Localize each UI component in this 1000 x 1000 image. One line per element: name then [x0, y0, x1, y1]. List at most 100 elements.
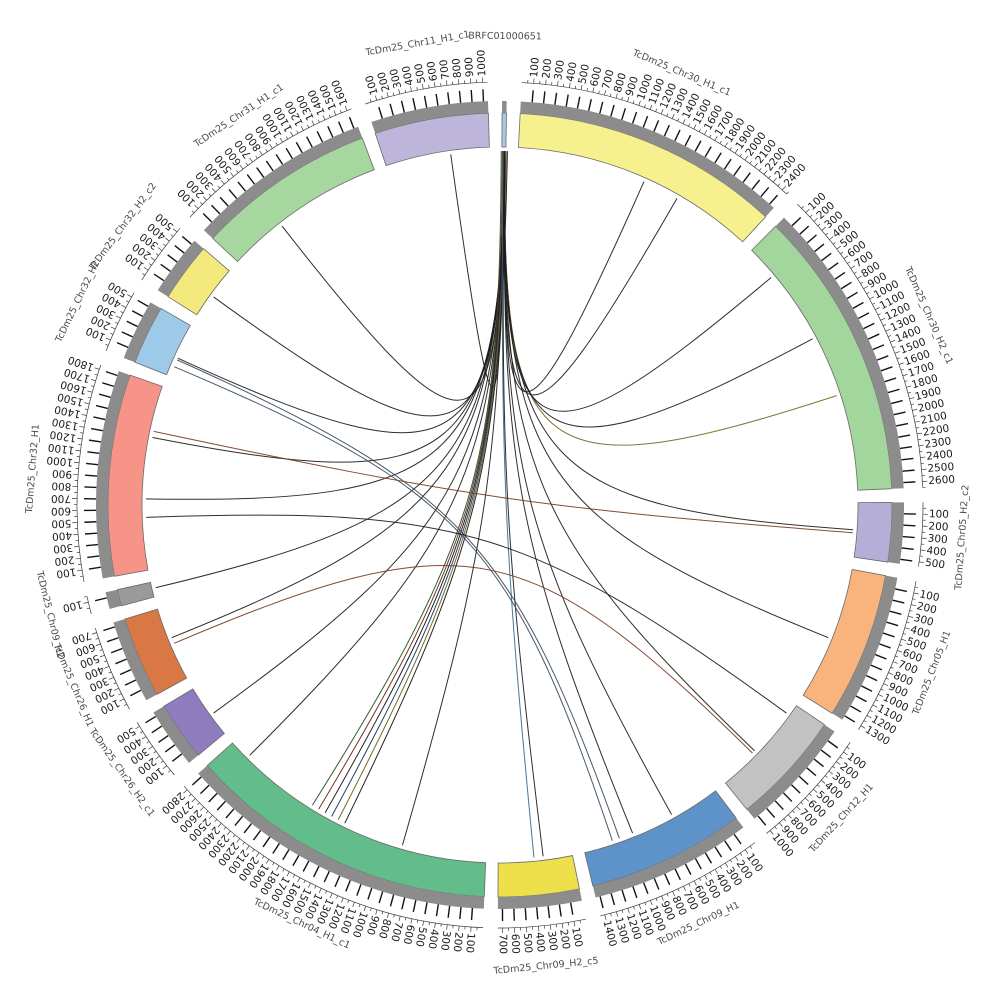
tick: [87, 555, 100, 559]
tick: [423, 95, 428, 108]
tick: [323, 870, 330, 883]
tick: [84, 486, 97, 489]
tick-label: 1000: [475, 49, 488, 76]
tick: [292, 855, 300, 867]
tick-label: 200: [54, 553, 75, 567]
tick-label: 1400: [53, 403, 82, 420]
axis-tick: [918, 444, 924, 447]
tick: [389, 894, 395, 907]
segment-band: [371, 101, 489, 134]
tick-label: 200: [376, 70, 393, 93]
axis-tick: [392, 92, 395, 96]
tick-label: 900: [364, 914, 381, 937]
axis-tick: [282, 868, 285, 872]
tick-label: 100: [918, 588, 940, 604]
tick: [872, 344, 885, 351]
axis-tick: [744, 849, 749, 854]
tick: [86, 462, 99, 466]
segment-axis: [141, 228, 181, 281]
tick-label: 1200: [49, 428, 77, 444]
segment-axis: [600, 842, 756, 917]
axis-tick: [655, 108, 658, 112]
axis-tick: [545, 79, 547, 85]
tick-label: 400: [400, 65, 416, 87]
axis-tick: [410, 86, 412, 92]
axis-tick: [615, 93, 618, 99]
tick: [115, 658, 127, 665]
segment-band: [113, 619, 157, 701]
axis-tick: [906, 621, 910, 624]
tick: [246, 174, 256, 185]
tick-label: 300: [438, 930, 452, 951]
tick-label: 900: [624, 75, 641, 98]
tick: [903, 524, 916, 527]
tick: [828, 262, 839, 271]
tick-label: 700: [497, 934, 509, 954]
axis-tick: [813, 788, 818, 793]
axis-tick: [843, 751, 848, 756]
axis-tick: [347, 899, 350, 903]
axis-tick: [804, 797, 810, 802]
axis-tick: [769, 830, 774, 835]
segment-band: [592, 817, 744, 898]
axis-tick: [79, 575, 84, 577]
tick: [256, 167, 265, 178]
axis-tick: [105, 337, 111, 341]
tick-label: 500: [924, 557, 945, 572]
axis-tick: [329, 893, 333, 899]
axis-tick: [902, 373, 908, 377]
axis-tick: [632, 100, 635, 104]
tick-label: 2400: [926, 448, 954, 463]
tick-label: 1000: [46, 454, 74, 469]
tick: [378, 106, 383, 119]
axis-tick: [672, 891, 675, 896]
axis-tick: [99, 649, 103, 651]
tick: [879, 643, 891, 649]
axis-tick: [604, 90, 607, 96]
axis-tick: [638, 100, 641, 106]
axis-tick: [272, 862, 275, 866]
axis-tick: [110, 326, 116, 330]
tick: [88, 439, 102, 443]
axis-tick: [142, 273, 146, 276]
tick: [610, 893, 616, 906]
tick: [766, 808, 776, 818]
axis-tick: [824, 775, 828, 778]
tick: [102, 382, 115, 388]
tick: [105, 370, 118, 377]
tick-label: 900: [52, 467, 73, 480]
tick: [899, 446, 912, 450]
tick: [632, 886, 638, 899]
axis-tick: [249, 157, 253, 163]
tick: [900, 558, 913, 562]
tick-label: 300: [53, 541, 74, 555]
axis-tick: [105, 344, 109, 346]
tick: [282, 849, 290, 861]
link-ribbon: [318, 151, 503, 810]
segment-band: [153, 706, 199, 763]
axis-tick: [150, 257, 156, 261]
tick: [599, 101, 604, 114]
link-ribbon: [176, 359, 620, 839]
segment-label: TcDm25_Chr11_H1_c1: [364, 29, 471, 59]
tick-label: 1300: [51, 415, 79, 432]
tick: [806, 767, 817, 777]
axis-tick: [265, 859, 270, 864]
tick-label: 100: [929, 508, 949, 520]
axis-tick: [894, 351, 900, 354]
segment-label: TcDm25_Chr05_H2_c2: [953, 484, 971, 591]
axis-tick: [297, 877, 301, 883]
axis-tick: [783, 818, 786, 822]
tick: [892, 599, 905, 604]
axis-tick: [860, 725, 866, 729]
axis-tick: [393, 914, 395, 918]
axis-tick: [677, 118, 680, 122]
axis-tick: [735, 856, 739, 861]
tick: [470, 908, 474, 921]
segment-axis: [94, 627, 131, 710]
axis-tick: [168, 770, 171, 773]
axis-tick: [817, 784, 820, 787]
tick: [890, 399, 903, 405]
tick: [334, 875, 341, 888]
axis-tick: [821, 779, 826, 784]
